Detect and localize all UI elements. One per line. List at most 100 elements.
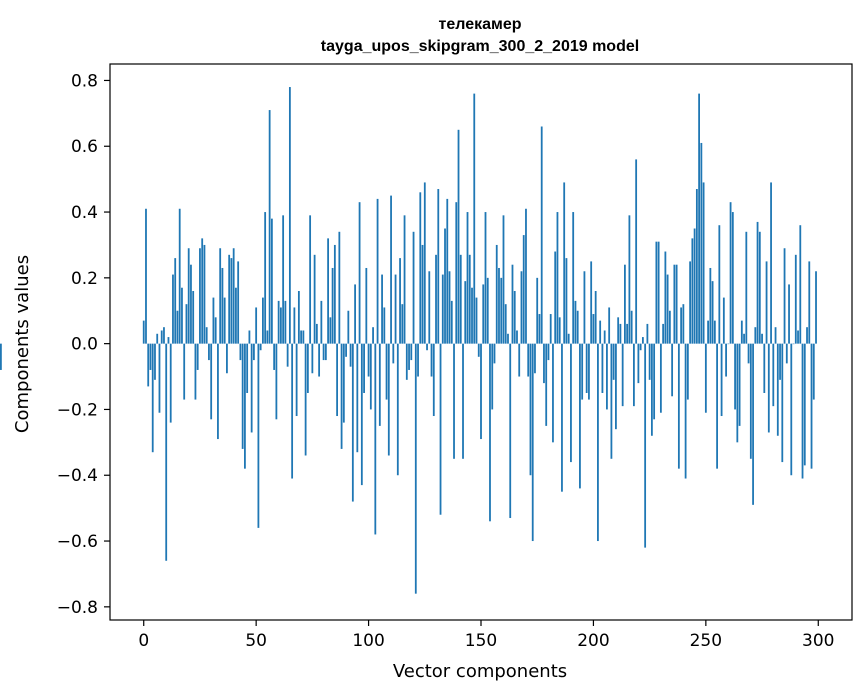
bar (149, 343, 152, 370)
bar (235, 287, 237, 344)
bar (239, 343, 242, 361)
bar (345, 343, 347, 357)
bar (471, 287, 473, 344)
bar (160, 330, 163, 344)
bar (333, 244, 336, 344)
bar (241, 343, 244, 449)
bar (358, 202, 361, 344)
bar (275, 343, 278, 420)
bar (408, 343, 410, 370)
bar (392, 343, 395, 364)
bar (165, 343, 168, 561)
bar (228, 254, 231, 344)
bar (273, 343, 276, 370)
bar (810, 343, 813, 469)
bar (295, 343, 298, 417)
bar (423, 182, 426, 344)
bar (457, 129, 460, 344)
bar (610, 343, 613, 459)
bar (369, 343, 372, 410)
bar (698, 93, 700, 344)
bar (801, 343, 804, 479)
bar (540, 126, 543, 344)
y-tick-label: 0.0 (71, 335, 98, 355)
bar (446, 198, 449, 344)
x-tick-label: 0 (138, 631, 149, 651)
bar (761, 333, 763, 344)
bar (718, 225, 721, 344)
bar (484, 212, 487, 344)
bar (414, 343, 417, 594)
bar (300, 330, 303, 344)
bar (383, 307, 386, 344)
bar (792, 343, 795, 345)
y-tick-label: 0.2 (71, 269, 98, 289)
bar (192, 291, 195, 344)
bar (142, 320, 145, 344)
bar (740, 320, 743, 344)
bar (210, 343, 213, 420)
bar (567, 333, 570, 344)
bar (378, 343, 381, 426)
y-axis-ticks: −0.8 −0.6 −0.4 −0.2 0.0 0.2 0.4 0.6 0.8 (57, 71, 110, 618)
bar (178, 208, 181, 344)
bar (686, 343, 689, 400)
x-tick-label: 300 (802, 631, 834, 651)
bar (603, 330, 606, 344)
bar (475, 297, 478, 344)
bar (315, 323, 318, 344)
bar (772, 343, 775, 407)
bar (615, 343, 617, 430)
bar (417, 343, 419, 377)
bar (574, 300, 577, 344)
bar (525, 208, 527, 344)
bar (664, 251, 667, 344)
x-tick-label: 50 (245, 631, 267, 651)
bar (689, 261, 692, 344)
bar (169, 343, 172, 423)
bar (444, 228, 446, 344)
bar (176, 310, 179, 344)
bar (477, 343, 480, 357)
bar (464, 281, 467, 344)
bar (509, 343, 512, 519)
bar (151, 343, 154, 453)
bar (680, 307, 683, 344)
bar (201, 238, 204, 344)
bar (435, 254, 437, 344)
bar (639, 343, 642, 351)
bar (765, 261, 768, 344)
bar (612, 343, 615, 380)
bar (736, 343, 739, 443)
bar (226, 343, 228, 374)
bar (279, 307, 282, 344)
bar (340, 343, 343, 449)
bar (516, 330, 518, 344)
bar (354, 284, 356, 344)
chart-subtitle: tayga_upos_skipgram_300_2_2019 model (321, 38, 639, 55)
bar (309, 215, 312, 344)
bar (0, 343, 2, 370)
bar (504, 304, 507, 344)
bar (644, 343, 647, 548)
bar (491, 343, 494, 410)
bar (747, 343, 750, 364)
bar (205, 327, 208, 344)
bar (648, 343, 651, 380)
bar (543, 343, 545, 384)
bar (695, 189, 698, 344)
y-tick-label: −0.6 (57, 532, 98, 552)
bar (221, 267, 224, 344)
bar (455, 202, 458, 344)
bar (208, 343, 210, 361)
bar (763, 343, 766, 393)
bar (808, 261, 811, 344)
bar (262, 297, 264, 344)
bar (396, 343, 399, 476)
bar (405, 343, 408, 380)
bar (790, 343, 793, 476)
bar (727, 343, 730, 345)
bar (693, 228, 696, 344)
bar (549, 314, 552, 344)
